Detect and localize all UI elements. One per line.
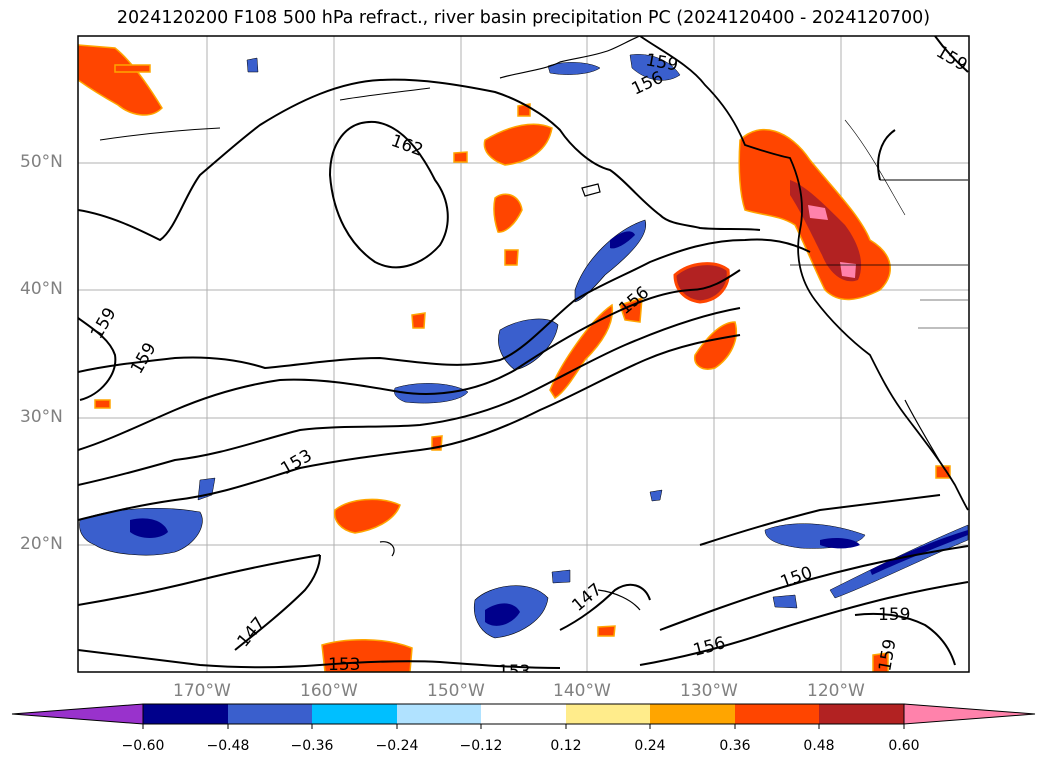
colorbar-outline bbox=[142, 703, 905, 725]
contour-label: 153 bbox=[328, 655, 360, 675]
contour-label: 153 bbox=[278, 446, 316, 480]
lon-label-130w: 130°W bbox=[680, 681, 738, 701]
colorbar-tick-label: 0.48 bbox=[803, 738, 835, 754]
coastlines bbox=[99, 36, 969, 611]
lat-label-50n: 50°N bbox=[20, 152, 63, 172]
contour-label: 159 bbox=[933, 42, 971, 76]
colorbar bbox=[11, 703, 1036, 729]
colorbar-segment bbox=[312, 704, 397, 724]
lat-label-30n: 30°N bbox=[20, 407, 63, 427]
colorbar-segment bbox=[650, 704, 735, 724]
contour-label: 159 bbox=[878, 605, 910, 625]
map-title: 2024120200 F108 500 hPa refract., river … bbox=[116, 8, 931, 28]
contour-label: 159 bbox=[875, 637, 900, 672]
colorbar-segment bbox=[566, 704, 650, 724]
map-frame bbox=[77, 35, 970, 673]
lon-label-120w: 120°W bbox=[807, 681, 865, 701]
colorbar-tick-label: −0.60 bbox=[121, 738, 165, 754]
lat-label-40n: 40°N bbox=[20, 279, 63, 299]
colorbar-tick-label: −0.36 bbox=[290, 738, 334, 754]
colorbar-min-extension bbox=[11, 703, 144, 725]
colorbar-ticks bbox=[142, 724, 905, 729]
positive-precip-patches bbox=[78, 44, 951, 672]
contour-label: 153 bbox=[498, 662, 530, 682]
colorbar-tick-label: 0.60 bbox=[888, 738, 920, 754]
colorbar-tick-label: −0.24 bbox=[375, 738, 419, 754]
colorbar-tick-label: 0.12 bbox=[550, 738, 582, 754]
colorbar-segment bbox=[228, 704, 312, 724]
contour-label: 159 bbox=[87, 304, 121, 342]
contour-label: 147 bbox=[234, 613, 270, 651]
colorbar-segment bbox=[735, 704, 819, 724]
lat-label-20n: 20°N bbox=[20, 534, 63, 554]
contour-label: 156 bbox=[691, 633, 728, 661]
contour-label: 147 bbox=[568, 580, 606, 616]
map-area: 162 159 159 159 159 156 156 156 153 153 … bbox=[78, 36, 971, 682]
lon-label-140w: 140°W bbox=[553, 681, 611, 701]
colorbar-tick-label: 0.36 bbox=[719, 738, 751, 754]
lon-label-150w: 150°W bbox=[427, 681, 485, 701]
contour-label: 162 bbox=[388, 131, 425, 161]
refractivity-contours bbox=[78, 36, 969, 669]
negative-precip-patches bbox=[79, 54, 969, 639]
colorbar-max-extension bbox=[903, 703, 1036, 725]
lon-label-170w: 170°W bbox=[173, 681, 231, 701]
colorbar-tick-label: 0.24 bbox=[634, 738, 666, 754]
colorbar-segment bbox=[143, 704, 228, 724]
colorbar-segment bbox=[819, 704, 904, 724]
contour-label: 156 bbox=[615, 283, 653, 319]
colorbar-segment bbox=[481, 704, 566, 724]
contour-label: 150 bbox=[778, 563, 815, 593]
lon-label-160w: 160°W bbox=[300, 681, 358, 701]
colorbar-tick-label: −0.48 bbox=[206, 738, 250, 754]
contour-label: 159 bbox=[127, 339, 161, 377]
colorbar-segment bbox=[397, 704, 481, 724]
colorbar-tick-label: −0.12 bbox=[459, 738, 503, 754]
